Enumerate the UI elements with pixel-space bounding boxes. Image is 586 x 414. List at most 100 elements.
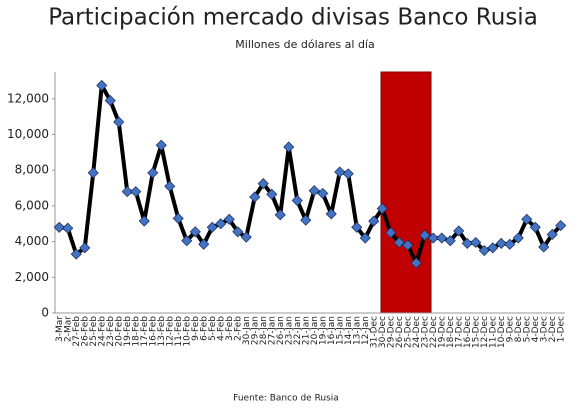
marker: [155, 139, 167, 151]
x-tick-label: 1-Dec: [556, 316, 566, 342]
marker: [538, 241, 550, 253]
marker: [444, 235, 456, 247]
x-tick-label: 26-Jan: [276, 316, 286, 345]
x-tick-label: 5-Feb: [208, 316, 218, 341]
marker: [206, 221, 218, 233]
x-tick-label: 14-Jan: [344, 316, 354, 345]
marker: [87, 167, 99, 179]
x-tick-label: 18-Dec: [446, 316, 456, 348]
marker: [427, 232, 439, 244]
x-tick-label: 29-Jan: [250, 316, 260, 345]
x-tick-label: 25-Feb: [89, 316, 99, 347]
y-tick-label: 6,000: [15, 198, 49, 212]
x-tick-label: 23-Feb: [106, 316, 116, 347]
x-tick-label: 12-Dec: [480, 316, 490, 348]
line: [59, 83, 563, 266]
x-tick-label: 17-Feb: [140, 316, 150, 347]
marker: [70, 248, 82, 260]
marker: [257, 178, 269, 190]
marker: [96, 79, 108, 91]
x-tick-label: 9-Dec: [505, 316, 515, 342]
marker: [376, 203, 388, 215]
marker: [368, 215, 380, 227]
marker: [223, 213, 235, 225]
x-tick-label: 5-Dec: [522, 316, 532, 342]
x-tick-label: 6-Feb: [199, 316, 209, 341]
x-tick-label: 16-Jan: [327, 316, 337, 345]
x-tick-label: 4-Feb: [216, 316, 226, 341]
x-tick-label: 2-Feb: [233, 316, 243, 341]
marker: [308, 185, 320, 197]
marker: [104, 94, 116, 107]
marker: [62, 222, 74, 234]
marker: [130, 186, 142, 198]
marker: [249, 191, 261, 203]
y-tick-label: 12,000: [7, 91, 49, 105]
source-note: Fuente: Banco de Rusia: [233, 394, 339, 404]
marker: [121, 186, 133, 198]
marker: [419, 229, 431, 241]
marker: [512, 232, 524, 244]
x-tick-label: 24-Feb: [97, 316, 107, 347]
marker: [546, 228, 558, 241]
x-tick-label: 25-Dec: [403, 316, 413, 348]
marker: [266, 188, 278, 200]
marker: [181, 235, 193, 247]
marker: [215, 218, 227, 230]
x-tick-label: 10-Dec: [497, 316, 507, 348]
x-tick-label: 19-Jan: [318, 316, 328, 345]
x-tick-label: 23-Jan: [284, 316, 294, 345]
x-tick-label: 10-Feb: [182, 316, 192, 347]
marker: [393, 236, 405, 249]
marker: [385, 227, 397, 239]
x-tick-label: 31-Dec: [369, 316, 379, 348]
marker: [436, 232, 448, 244]
marker: [232, 226, 244, 238]
marker: [164, 180, 176, 192]
x-tick-label: 17-Dec: [454, 316, 464, 348]
marker: [555, 219, 567, 232]
marker: [478, 244, 490, 257]
chart-subtitle: Millones de dólares al día: [235, 38, 374, 51]
x-tick-label: 3-Feb: [225, 316, 235, 341]
marker: [410, 257, 422, 269]
marker: [504, 238, 516, 250]
x-tick-label: 30-Jan: [242, 316, 252, 345]
marker: [147, 167, 159, 179]
x-tick-label: 2-Mar: [63, 316, 73, 342]
y-tick-label: 4,000: [15, 234, 49, 248]
marker: [189, 226, 201, 238]
x-tick-label: 12-Feb: [165, 316, 175, 347]
highlight-band: [380, 71, 432, 314]
y-tick-label: 10,000: [7, 127, 49, 141]
x-tick-label: 28-Jan: [259, 316, 269, 345]
marker: [325, 208, 337, 220]
x-tick-label: 24-Dec: [412, 316, 422, 348]
marker: [351, 221, 363, 233]
marker: [283, 141, 295, 153]
marker: [521, 213, 533, 225]
marker: [487, 242, 499, 254]
x-tick-label: 11-Dec: [488, 316, 498, 348]
chart-title: Participación mercado divisas Banco Rusi…: [48, 5, 538, 31]
x-tick-label: 16-Dec: [463, 316, 473, 348]
marker: [79, 242, 91, 254]
x-tick-label: 27-Jan: [267, 316, 277, 345]
x-tick-label: 19-Feb: [123, 316, 133, 347]
x-tick-label: 13-Feb: [157, 316, 167, 347]
x-tick-label: 11-Feb: [174, 316, 184, 347]
x-tick-label: 30-Dec: [378, 316, 388, 348]
marker: [529, 221, 541, 233]
x-tick-label: 18-Feb: [131, 316, 141, 347]
x-tick-label: 19-Dec: [437, 316, 447, 348]
marker: [240, 231, 252, 243]
marker: [359, 232, 371, 244]
y-tick-label: 0: [41, 306, 49, 320]
marker: [402, 239, 414, 251]
x-tick-label: 29-Dec: [386, 316, 396, 348]
marker: [291, 194, 303, 207]
marker: [274, 209, 286, 221]
marker: [495, 237, 507, 249]
marker: [172, 212, 184, 224]
